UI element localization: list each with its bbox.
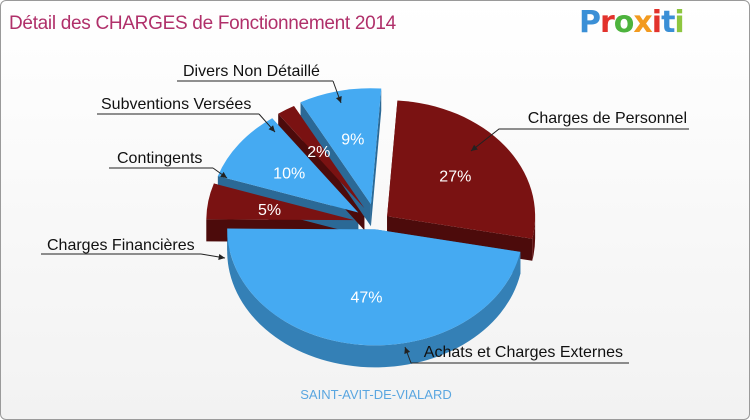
slice-category-label: Achats et Charges Externes bbox=[424, 344, 623, 361]
slice-category-label: Divers Non Détaillé bbox=[183, 63, 320, 80]
proxiti-logo: Proxiti bbox=[579, 5, 685, 40]
slice-outer-wall bbox=[532, 216, 536, 261]
slice-percent-label: 27% bbox=[439, 168, 471, 185]
leader-arrowhead bbox=[404, 347, 411, 354]
town-name: SAINT-AVIT-DE-VIALARD bbox=[300, 387, 452, 402]
leader-arrowhead bbox=[335, 96, 342, 103]
pie-slice[interactable] bbox=[300, 88, 382, 205]
pie-slice[interactable] bbox=[206, 183, 355, 221]
leader-line bbox=[470, 128, 513, 152]
pie-slice[interactable] bbox=[278, 106, 365, 209]
logo-letter: x bbox=[633, 5, 652, 40]
logo-letter: t bbox=[661, 5, 675, 40]
slice-edge-wall bbox=[370, 88, 382, 227]
slice-category-label: Subventions Versées bbox=[101, 96, 251, 113]
pie-slice[interactable] bbox=[227, 228, 521, 346]
slice-labels: Charges de Personnel Achats et Charges Ex… bbox=[41, 63, 689, 364]
slice-category-label: Charges Financières bbox=[47, 237, 195, 254]
slice-percent-label: 9% bbox=[341, 131, 364, 148]
slice-percent-label: 10% bbox=[273, 166, 305, 183]
slice-percent-label: 5% bbox=[258, 202, 281, 219]
logo-letter: r bbox=[600, 5, 615, 40]
leader-arrowhead bbox=[268, 125, 275, 132]
slice-category-label: Charges de Personnel bbox=[528, 110, 687, 127]
slice-category-label: Contingents bbox=[117, 150, 202, 167]
leader-arrowhead bbox=[218, 253, 225, 260]
slice-percent-label: 47% bbox=[351, 289, 383, 306]
logo-letter: i bbox=[651, 5, 662, 40]
leader-arrowhead bbox=[471, 144, 478, 151]
leader-arrowhead bbox=[220, 171, 227, 178]
slice-outer-wall bbox=[227, 229, 521, 368]
pie-tops: 27% 47% 5% 10%2% 9% bbox=[206, 88, 536, 346]
logo-letter: i bbox=[674, 5, 684, 40]
slice-percent-label: 2% bbox=[307, 144, 330, 161]
pie-slice[interactable] bbox=[387, 100, 536, 239]
logo-letter: P bbox=[579, 5, 601, 40]
pie-slice[interactable] bbox=[217, 118, 359, 213]
logo-letter: o bbox=[613, 5, 635, 40]
chart-title: Détail des CHARGES de Fonctionnement 201… bbox=[9, 13, 396, 34]
